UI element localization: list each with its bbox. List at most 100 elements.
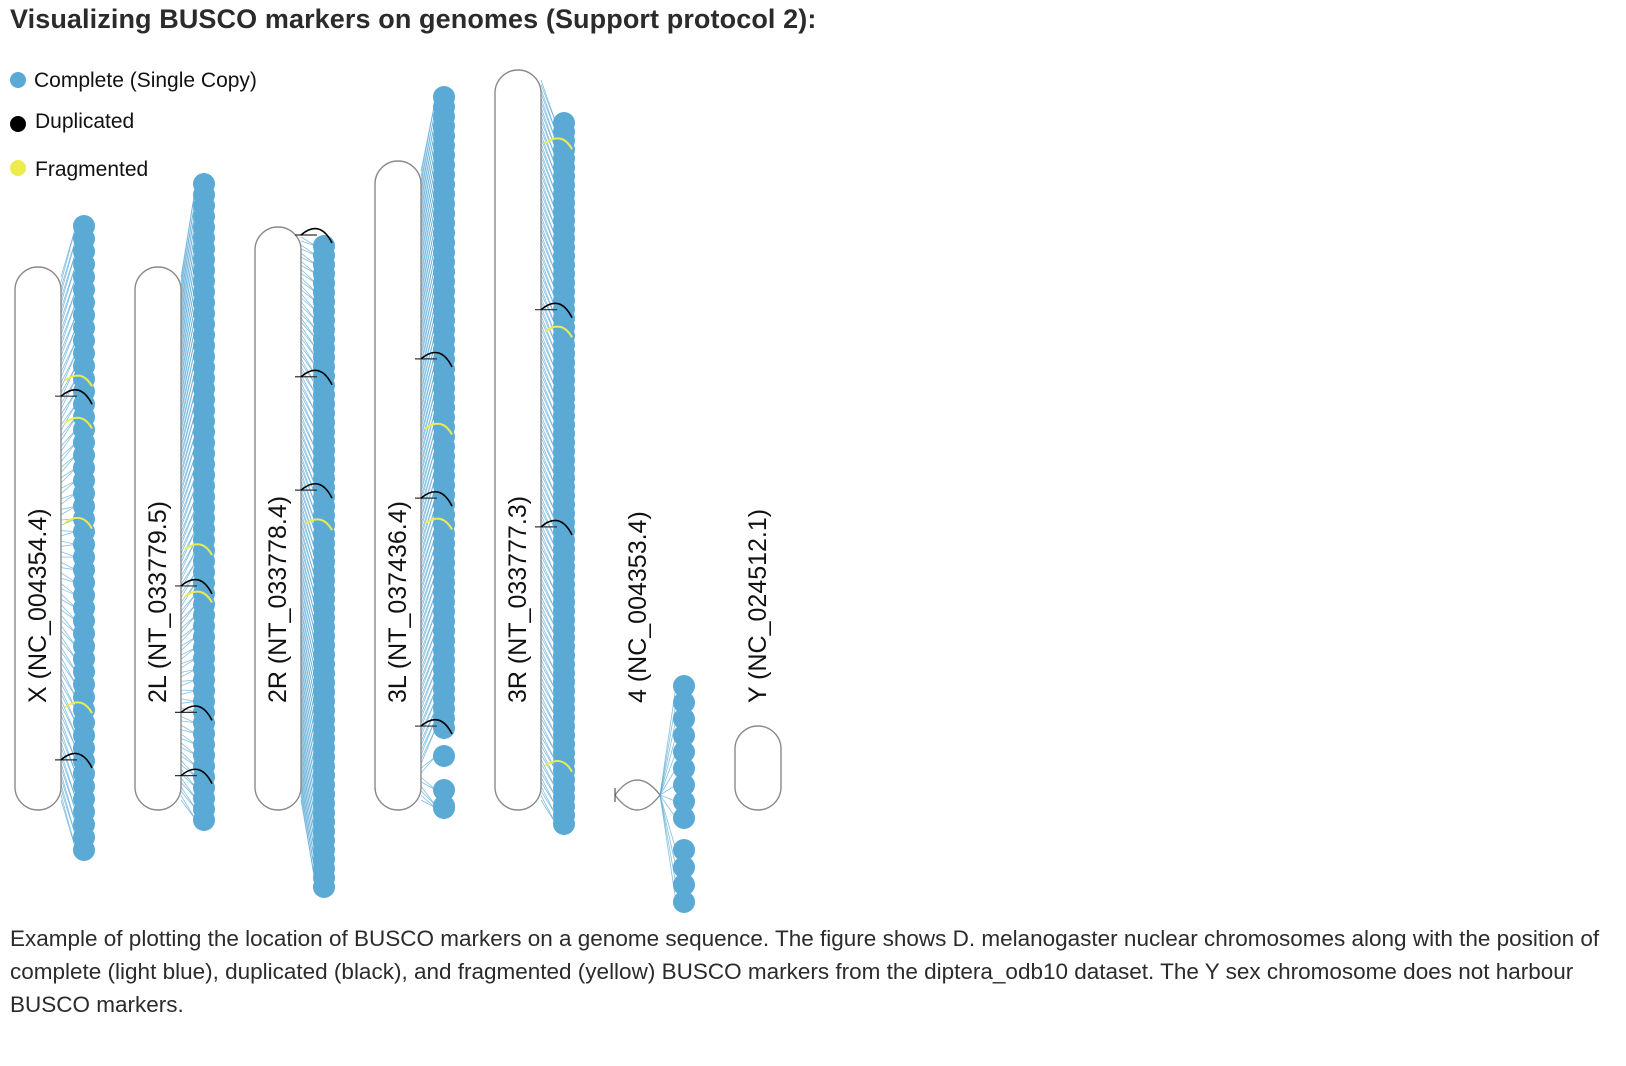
marker-link-line bbox=[659, 768, 677, 796]
fragmented-marker-icon bbox=[10, 160, 26, 176]
marker-link-line bbox=[540, 401, 557, 434]
chromosome-body bbox=[734, 725, 782, 811]
marker-link-line bbox=[540, 374, 557, 408]
marker-link-line bbox=[540, 691, 557, 718]
marker-link-line bbox=[60, 646, 77, 672]
marker-link-line bbox=[540, 763, 557, 789]
duplicated-marker bbox=[420, 351, 453, 368]
marker-link-line bbox=[60, 391, 77, 415]
marker-link-line bbox=[540, 609, 557, 638]
marker-link-line bbox=[180, 496, 197, 537]
complete-marker bbox=[433, 779, 455, 801]
marker-link-line bbox=[300, 362, 317, 386]
chromosome-body bbox=[254, 226, 302, 811]
marker-link-line bbox=[300, 317, 317, 340]
chromosome-4: 4 (NC_004353.4) bbox=[614, 511, 695, 913]
marker-link-line bbox=[540, 618, 557, 647]
marker-link-line bbox=[420, 708, 437, 746]
legend-label-fragmented: Fragmented bbox=[35, 158, 148, 181]
complete-marker bbox=[673, 757, 695, 780]
chromosome-3l: 3L (NT_037436.4) bbox=[374, 86, 455, 819]
marker-link-line bbox=[300, 751, 317, 832]
duplicated-marker bbox=[300, 482, 333, 499]
chromosome-x-links bbox=[60, 225, 77, 851]
marker-link-line bbox=[540, 455, 557, 487]
legend-item-fragmented: Fragmented bbox=[10, 158, 148, 181]
chromosome-body bbox=[614, 779, 661, 811]
marker-link-line bbox=[60, 757, 77, 800]
marker-link-line bbox=[60, 683, 77, 711]
marker-link-line bbox=[420, 698, 437, 737]
marker-link-line bbox=[180, 571, 197, 599]
marker-link-line bbox=[659, 735, 677, 796]
marker-link-line bbox=[540, 781, 557, 807]
marker-link-line bbox=[540, 365, 557, 399]
marker-link-line bbox=[60, 225, 77, 283]
marker-link-line bbox=[60, 404, 77, 431]
marker-link-line bbox=[60, 340, 77, 378]
marker-link-line bbox=[540, 718, 557, 745]
marker-link-line bbox=[659, 718, 677, 796]
legend-label-duplicated: Duplicated bbox=[35, 110, 134, 133]
chromosome-panel: X (NC_004354.4) 2L (NT_033779.5) 2R (NT_03… bbox=[14, 69, 782, 913]
complete-marker bbox=[673, 873, 695, 896]
marker-link-line bbox=[300, 378, 317, 405]
marker-link-line bbox=[540, 745, 557, 771]
marker-link-line bbox=[60, 662, 77, 685]
marker-link-line bbox=[60, 416, 77, 441]
marker-link-line bbox=[659, 794, 677, 819]
marker-link-line bbox=[300, 799, 317, 888]
marker-link-line bbox=[60, 238, 77, 293]
complete-marker bbox=[673, 741, 695, 763]
marker-link-line bbox=[540, 419, 557, 452]
marker-link-line bbox=[540, 582, 557, 612]
marker-link-line bbox=[180, 777, 197, 799]
marker-link-line bbox=[300, 783, 317, 869]
marker-link-line bbox=[540, 727, 557, 754]
marker-link-line bbox=[180, 550, 197, 581]
marker-link-line bbox=[659, 751, 677, 796]
marker-link-line bbox=[300, 775, 317, 860]
marker-link-line bbox=[540, 482, 557, 514]
marker-link-line bbox=[60, 289, 77, 336]
marker-link-line bbox=[300, 394, 317, 423]
chromosome-2l-markers bbox=[193, 173, 215, 831]
marker-link-line bbox=[60, 694, 77, 723]
marker-link-line bbox=[180, 604, 197, 625]
complete-marker bbox=[673, 807, 695, 829]
duplicated-marker bbox=[540, 519, 573, 536]
marker-link-line bbox=[180, 205, 197, 300]
chromosome-2l: 2L (NT_033779.5) bbox=[134, 173, 215, 831]
chromosome-3r: 3R (NT_033777.3) bbox=[494, 69, 575, 835]
marker-link-line bbox=[180, 485, 197, 528]
marker-link-line bbox=[300, 727, 317, 804]
marker-link-line bbox=[540, 328, 557, 363]
marker-link-line bbox=[60, 636, 77, 660]
marker-link-line bbox=[300, 309, 317, 330]
marker-link-line bbox=[60, 789, 77, 838]
chromosome-label: 3R (NT_033777.3) bbox=[504, 496, 532, 703]
marker-link-line bbox=[540, 84, 557, 124]
chromosome-3l-markers bbox=[433, 86, 455, 819]
complete-marker bbox=[433, 745, 455, 767]
marker-link-line bbox=[60, 778, 77, 825]
marker-link-line bbox=[60, 315, 77, 357]
marker-link-line bbox=[300, 333, 317, 358]
marker-link-line bbox=[60, 625, 77, 647]
fragmented-marker bbox=[544, 760, 573, 773]
chromosome-label: 2R (NT_033778.4) bbox=[264, 496, 292, 703]
duplicated-marker bbox=[60, 389, 93, 405]
chromosome-label: 2L (NT_033779.5) bbox=[144, 501, 172, 703]
marker-link-line bbox=[60, 302, 77, 346]
marker-link-line bbox=[180, 237, 197, 326]
complete-marker bbox=[193, 809, 215, 831]
marker-link-line bbox=[60, 715, 77, 749]
complete-marker bbox=[673, 708, 695, 730]
marker-link-line bbox=[540, 356, 557, 390]
marker-link-line bbox=[60, 667, 77, 698]
marker-link-line bbox=[60, 657, 77, 685]
marker-link-line bbox=[540, 700, 557, 727]
marker-link-line bbox=[300, 386, 317, 414]
marker-link-line bbox=[180, 194, 197, 291]
marker-link-line bbox=[300, 743, 317, 823]
